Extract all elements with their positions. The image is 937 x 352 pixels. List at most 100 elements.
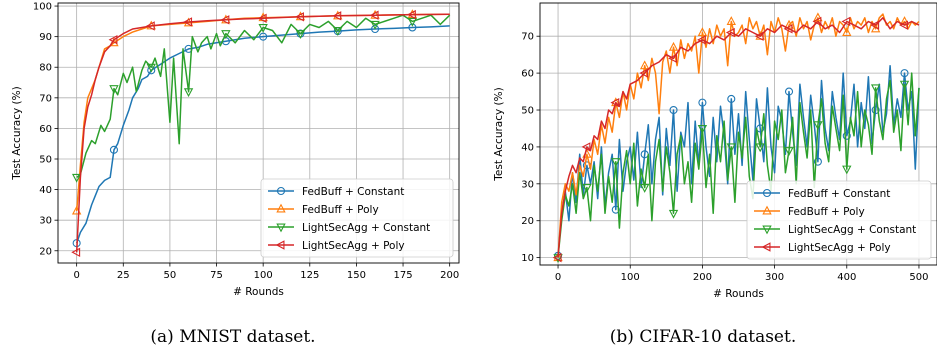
marker-lightsecagg-constant <box>582 184 592 193</box>
marker-lightsecagg-poly <box>870 20 880 30</box>
marker-lightsecagg-constant <box>295 30 306 39</box>
series-line-lightsecagg-constant <box>76 14 451 178</box>
x-tick-label: 150 <box>347 270 366 281</box>
x-tick-label: 200 <box>440 270 459 281</box>
marker-fedbuff-poly <box>842 27 852 37</box>
legend: FedBuff + Constant FedBuff + Poly LightSec… <box>746 180 932 260</box>
series-line-lightsecagg-poly <box>75 13 450 253</box>
marker-lightsecagg-poly <box>610 97 620 108</box>
marker-lightsecagg-constant <box>870 84 881 94</box>
marker-lightsecagg-constant <box>611 158 621 168</box>
legend-marker-fedbuff-poly <box>276 203 286 213</box>
legend-label-lightsecagg-poly: LightSecAgg + Poly <box>302 240 405 252</box>
y-tick-label: 20 <box>521 216 534 227</box>
marker-fedbuff-poly <box>668 41 679 51</box>
marker-lightsecagg-constant <box>109 85 119 95</box>
marker-lightsecagg-constant <box>899 80 910 90</box>
legend-marker-fedbuff-poly <box>762 205 772 215</box>
x-tick-label: 0 <box>555 272 561 283</box>
marker-lightsecagg-poly <box>108 35 118 45</box>
legend-label-lightsecagg-constant: LightSecAgg + Constant <box>302 222 430 234</box>
series-line-lightsecagg-poly <box>557 17 920 258</box>
marker-fedbuff-constant <box>371 24 380 34</box>
y-tick-label: 100 <box>33 2 52 13</box>
x-tick-label: 300 <box>765 272 784 283</box>
series-line-lightsecagg-constant <box>557 72 920 258</box>
marker-lightsecagg-constant <box>813 121 823 131</box>
y-tick-label: 70 <box>521 32 534 43</box>
marker-fedbuff-constant <box>109 145 119 154</box>
y-tick-label: 70 <box>39 93 52 104</box>
y-tick-label: 50 <box>521 106 534 117</box>
marker-lightsecagg-poly <box>639 68 649 78</box>
x-tick-label: 100 <box>254 270 273 281</box>
caption-cifar10: (b) CIFAR-10 dataset. <box>610 327 796 347</box>
marker-lightsecagg-constant <box>333 27 343 36</box>
marker-lightsecagg-poly <box>406 9 416 20</box>
y-tick-label: 90 <box>39 32 52 43</box>
legend-marker-lightsecagg-poly <box>761 242 771 252</box>
marker-lightsecagg-poly <box>145 21 155 31</box>
marker-fedbuff-constant <box>784 87 794 96</box>
marker-lightsecagg-poly <box>841 16 851 27</box>
legend-marker-lightsecagg-constant <box>762 225 772 235</box>
marker-lightsecagg-constant <box>370 20 380 30</box>
marker-lightsecagg-poly <box>71 247 81 257</box>
marker-lightsecagg-constant <box>726 143 736 153</box>
marker-lightsecagg-constant <box>842 165 852 175</box>
marker-fedbuff-constant <box>871 105 880 115</box>
legend-label-fedbuff-poly: FedBuff + Poly <box>302 204 379 216</box>
marker-fedbuff-constant <box>259 32 268 41</box>
marker-lightsecagg-constant <box>755 143 765 153</box>
x-tick-label: 500 <box>909 272 928 283</box>
marker-fedbuff-constant <box>408 23 417 32</box>
legend-label-lightsecagg-constant: LightSecAgg + Constant <box>788 224 916 236</box>
x-tick-label: 200 <box>693 272 712 283</box>
x-tick-label: 400 <box>837 272 856 283</box>
marker-lightsecagg-constant <box>697 124 708 134</box>
y-tick-label: 10 <box>521 253 534 264</box>
x-tick-label: 75 <box>210 270 223 281</box>
marker-fedbuff-poly <box>639 60 650 70</box>
marker-lightsecagg-poly <box>754 31 764 41</box>
marker-lightsecagg-constant <box>146 63 156 73</box>
x-tick-label: 175 <box>393 270 412 281</box>
marker-lightsecagg-poly <box>257 13 267 23</box>
marker-lightsecagg-constant <box>639 184 650 193</box>
y-axis-label: Test Accuracy (%) <box>493 87 505 181</box>
marker-lightsecagg-constant <box>258 23 268 33</box>
legend-marker-lightsecagg-poly <box>275 240 285 250</box>
legend-box <box>260 178 454 258</box>
chart-panel-cifar10: 0 100 200 300 400 500 10 20 30 40 50 60 70 # Rounds Te… <box>493 2 937 300</box>
marker-fedbuff-poly <box>697 27 708 37</box>
series-line-fedbuff-poly <box>557 13 920 258</box>
y-tick-label: 30 <box>39 216 52 227</box>
x-axis-label: # Rounds <box>233 286 284 298</box>
y-axis-label: Test Accuracy (%) <box>11 86 23 180</box>
x-tick-label: 50 <box>164 270 177 281</box>
caption-mnist: (a) MNIST dataset. <box>150 327 315 347</box>
legend-label-fedbuff-constant: FedBuff + Constant <box>302 186 404 198</box>
legend-marker-fedbuff-constant <box>276 186 286 196</box>
marker-lightsecagg-poly <box>295 12 304 22</box>
marker-lightsecagg-constant <box>183 88 194 98</box>
marker-lightsecagg-poly <box>725 27 735 38</box>
series-group <box>71 9 451 257</box>
marker-lightsecagg-poly <box>183 17 193 27</box>
plot-frame <box>57 2 460 264</box>
legend-label-fedbuff-constant: FedBuff + Constant <box>788 188 890 200</box>
y-tick-label: 30 <box>521 179 534 190</box>
marker-fedbuff-constant <box>727 94 736 103</box>
marker-lightsecagg-constant <box>221 30 231 39</box>
y-tick-label: 80 <box>39 63 52 74</box>
marker-lightsecagg-constant <box>71 173 82 183</box>
y-tick-label: 50 <box>39 155 52 166</box>
legend-marker-fedbuff-constant <box>762 188 772 198</box>
marker-lightsecagg-constant <box>668 209 679 219</box>
x-axis-label: # Rounds <box>713 288 764 300</box>
marker-lightsecagg-poly <box>697 35 706 45</box>
marker-fedbuff-constant <box>698 98 707 107</box>
marker-fedbuff-constant <box>813 157 822 166</box>
legend-marker-lightsecagg-constant <box>276 223 286 233</box>
